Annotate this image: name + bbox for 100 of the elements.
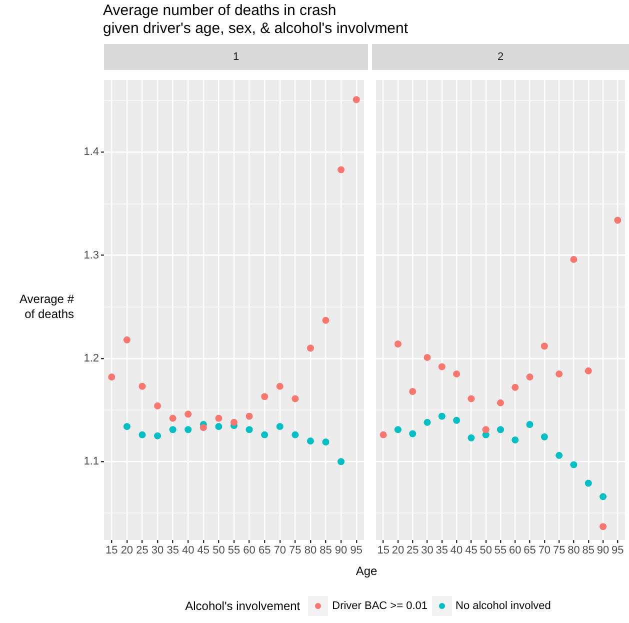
x-tick-label: 90 — [334, 544, 348, 557]
y-tick-label: 1.2 — [84, 352, 99, 365]
legend-label: Driver BAC >= 0.01 — [332, 600, 428, 612]
x-tick-label: 40 — [450, 544, 463, 557]
y-tick-label: 1.4 — [84, 146, 99, 158]
point — [184, 426, 192, 434]
y-axis-title: Average # of deaths — [18, 292, 74, 322]
point — [556, 452, 563, 459]
x-tick-label: 45 — [465, 544, 478, 557]
x-tick-label: 80 — [304, 544, 317, 557]
point — [482, 426, 490, 434]
point — [138, 431, 146, 438]
point — [276, 382, 284, 390]
x-tick-label: 70 — [274, 544, 286, 557]
point — [169, 426, 176, 434]
x-tick-label: 25 — [406, 544, 419, 557]
point — [261, 393, 268, 400]
point — [438, 363, 446, 370]
point — [600, 493, 607, 500]
point — [276, 423, 284, 430]
x-tick-label: 80 — [568, 544, 580, 557]
point — [215, 414, 222, 422]
point — [306, 344, 314, 352]
point — [380, 431, 387, 438]
point — [394, 340, 402, 348]
legend-label: No alcohol involved — [456, 600, 551, 612]
point — [169, 414, 176, 422]
x-tick-label: 65 — [524, 544, 536, 557]
x-tick-label: 75 — [552, 544, 566, 557]
point — [261, 431, 268, 438]
x-tick-label: 85 — [320, 544, 332, 557]
point — [200, 424, 207, 432]
point — [154, 432, 162, 440]
x-tick-label: 15 — [377, 544, 390, 557]
x-tick-label: 15 — [106, 544, 118, 557]
point — [246, 426, 253, 434]
x-tick-label: 65 — [258, 544, 271, 557]
x-tick-label: 95 — [350, 544, 362, 557]
x-tick-label: 85 — [582, 544, 595, 557]
x-tick-label: 90 — [596, 544, 610, 557]
point — [184, 410, 192, 418]
chart-subtitle: 2 — [372, 44, 629, 70]
point — [292, 431, 299, 438]
point — [424, 354, 431, 361]
point — [540, 342, 548, 350]
point — [123, 336, 130, 344]
point — [123, 423, 130, 430]
point — [468, 434, 475, 442]
point — [468, 395, 475, 402]
chart-subtitle: 1 — [104, 44, 368, 70]
x-axis-title: Age — [354, 564, 378, 578]
point — [409, 430, 416, 438]
x-tick-label: 50 — [480, 544, 492, 557]
point — [614, 216, 622, 224]
point — [497, 399, 504, 406]
point — [570, 256, 578, 263]
chart-title: Average number of deaths in crash given driver's age, sex, & alcohol's involvment — [103, 2, 408, 38]
point — [215, 423, 222, 430]
x-tick-label: 95 — [612, 544, 624, 557]
x-tick-label: 45 — [197, 544, 210, 557]
point — [352, 96, 360, 104]
point — [230, 418, 238, 426]
point — [154, 402, 162, 410]
y-tick-label: 1.3 — [84, 249, 99, 262]
point — [306, 437, 314, 444]
point — [322, 316, 330, 324]
point — [526, 374, 534, 381]
point — [556, 370, 563, 378]
x-tick-label: 55 — [228, 544, 240, 557]
x-tick-label: 60 — [243, 544, 256, 557]
point — [584, 480, 592, 487]
x-tick-label: 20 — [120, 544, 134, 557]
point — [438, 412, 446, 420]
x-tick-label: 35 — [166, 544, 179, 557]
x-tick-label: 35 — [436, 544, 448, 557]
point — [600, 523, 607, 530]
point — [246, 412, 253, 420]
legend-title: Alcohol's involvement — [185, 599, 300, 613]
x-tick-label: 40 — [182, 544, 194, 557]
x-tick-label: 20 — [392, 544, 404, 557]
point — [453, 370, 460, 378]
point — [497, 426, 504, 434]
point — [453, 416, 460, 424]
x-tick-label: 25 — [136, 544, 148, 557]
point — [138, 382, 146, 390]
point — [394, 426, 402, 434]
point — [338, 166, 345, 174]
point — [292, 395, 299, 402]
x-tick-label: 75 — [289, 544, 302, 557]
x-tick-label: 55 — [494, 544, 507, 557]
x-tick-label: 70 — [538, 544, 551, 557]
x-tick-label: 30 — [151, 544, 164, 557]
point — [322, 438, 330, 446]
point — [409, 388, 416, 395]
x-tick-label: 60 — [509, 544, 522, 557]
point — [584, 367, 592, 374]
y-tick-label: 1.1 — [84, 456, 99, 468]
point — [108, 374, 116, 381]
point — [570, 461, 578, 468]
x-tick-label: 30 — [421, 544, 434, 557]
